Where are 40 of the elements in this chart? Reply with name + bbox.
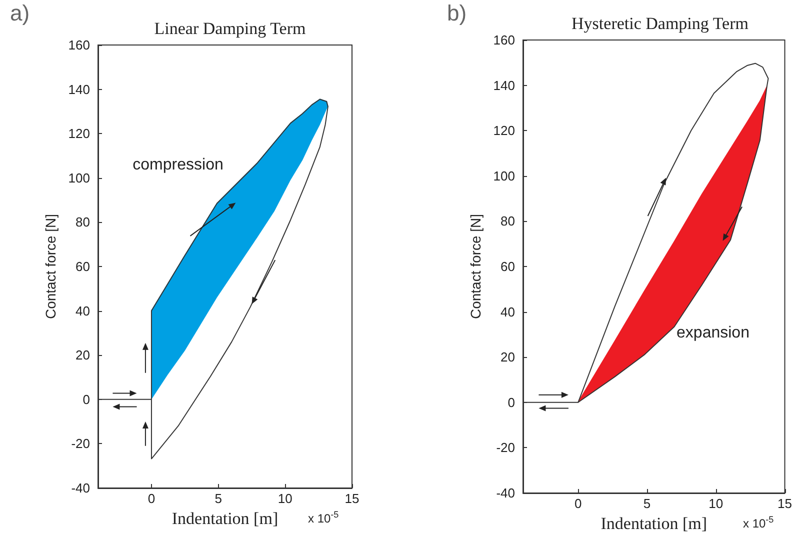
y-tick-label: 160 — [493, 32, 515, 48]
x-tick-label: 15 — [344, 491, 360, 506]
x-tick-label: 10 — [278, 491, 292, 506]
y-tick-label: 160 — [68, 38, 90, 52]
x-tick-label: 15 — [778, 496, 792, 511]
y-tick-label: 60 — [500, 259, 515, 274]
y-tick-label: 120 — [68, 126, 90, 142]
chart-title: Linear Damping Term — [154, 19, 306, 38]
x-tick-label: 5 — [214, 491, 222, 506]
y-tick-label: 100 — [493, 168, 515, 184]
y-tick-label: 100 — [68, 170, 90, 186]
y-tick-label: 80 — [76, 214, 90, 230]
x-tick-label: 0 — [148, 491, 156, 506]
annotation: compression — [132, 156, 224, 174]
y-tick-label: 40 — [76, 303, 90, 318]
text: a) — [10, 0, 30, 26]
y-axis-title: Contact force [N] — [42, 214, 58, 320]
text: b) — [447, 0, 467, 26]
x-tick-label: 10 — [708, 496, 724, 511]
chart-title: Hysteretic Damping Term — [572, 14, 748, 33]
y-tick-label: 0 — [508, 394, 515, 410]
y-tick-label: -20 — [496, 440, 515, 456]
annotation: expansion — [676, 324, 750, 342]
y-tick-label: 80 — [500, 214, 515, 229]
y-tick-label: 20 — [76, 348, 90, 363]
y-tick-label: 140 — [493, 78, 515, 93]
y-tick-label: 120 — [493, 123, 515, 138]
y-tick-label: 0 — [82, 392, 90, 407]
x-tick-label: 5 — [643, 496, 651, 511]
y-axis-title: Contact force [N] — [467, 214, 484, 320]
x-tick-label: 0 — [574, 496, 582, 511]
y-tick-label: 20 — [500, 350, 515, 365]
y-tick-label: -20 — [71, 436, 90, 452]
y-tick-label: -40 — [496, 486, 515, 500]
y-tick-label: -40 — [71, 480, 90, 496]
y-tick-label: 60 — [76, 259, 90, 274]
x-axis-title: Indentation [m] — [172, 508, 278, 528]
y-tick-label: 40 — [500, 304, 515, 320]
y-tick-label: 140 — [68, 82, 90, 97]
x-axis-title: Indentation [m] — [600, 514, 707, 533]
